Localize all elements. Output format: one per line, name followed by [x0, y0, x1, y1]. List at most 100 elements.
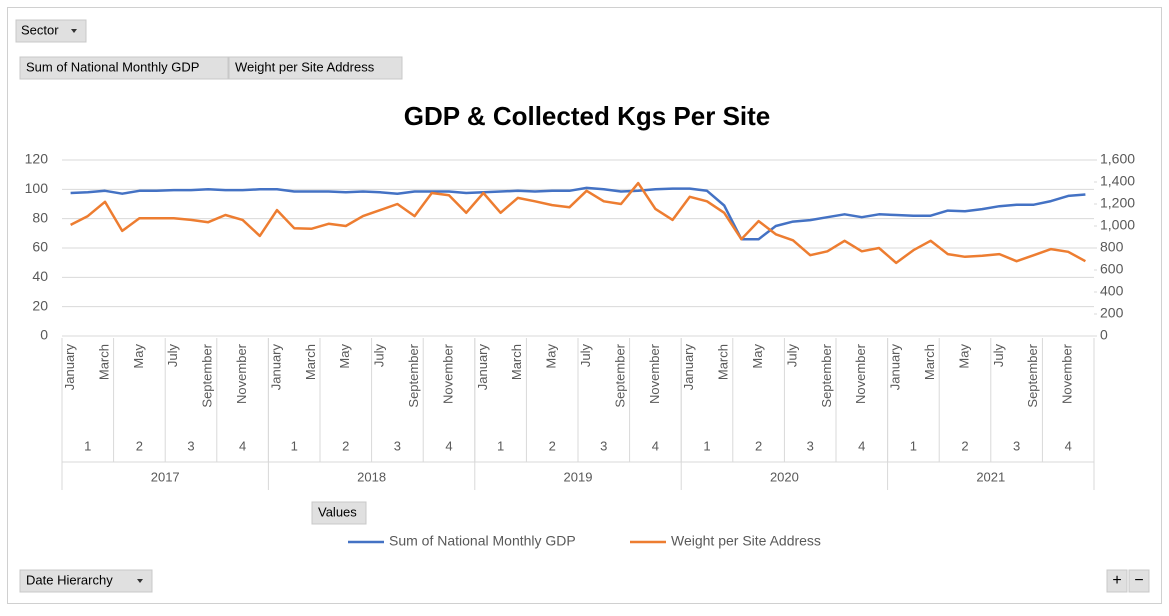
quarter-label: 4: [1065, 438, 1072, 453]
button-label: Sum of National Monthly GDP: [26, 59, 199, 74]
button-bg: [19, 56, 229, 80]
x-tick-label: July: [784, 344, 799, 368]
button-label: Sector: [21, 22, 59, 37]
legend-label: Weight per Site Address: [671, 533, 821, 549]
x-tick-label: March: [96, 344, 111, 380]
y-tick-label: 100: [25, 180, 49, 196]
quarter-label: 1: [910, 438, 917, 453]
dropdown-arrow: [137, 579, 143, 583]
y2-tick-label: 1,000: [1100, 217, 1135, 233]
quarter-label: 2: [342, 438, 349, 453]
x-tick-label: January: [62, 344, 77, 391]
quarter-label: 3: [394, 438, 401, 453]
quarter-label: 3: [600, 438, 607, 453]
y-tick-label: 20: [32, 297, 48, 313]
quarter-label: 4: [239, 438, 246, 453]
button-label: +: [1112, 572, 1121, 589]
x-tick-label: January: [268, 344, 283, 391]
button-bg: [15, 19, 87, 43]
year-label: 2019: [564, 469, 593, 484]
quarter-label: 3: [1013, 438, 1020, 453]
quarter-label: 3: [807, 438, 814, 453]
legend-label: Sum of National Monthly GDP: [389, 533, 576, 549]
button-label: Date Hierarchy: [26, 572, 113, 587]
quarter-label: 3: [187, 438, 194, 453]
date-hierarchy-button[interactable]: Date Hierarchy: [19, 569, 153, 593]
x-tick-label: March: [716, 344, 731, 380]
button-bg: [1106, 569, 1128, 593]
y-tick-label: 60: [32, 239, 48, 255]
x-tick-label: September: [819, 343, 834, 407]
quarter-label: 1: [291, 438, 298, 453]
x-tick-label: November: [1060, 343, 1075, 404]
quarter-label: 2: [755, 438, 762, 453]
y2-tick-label: 1,600: [1100, 151, 1135, 167]
year-label: 2021: [976, 469, 1005, 484]
quarter-label: 4: [445, 438, 452, 453]
x-tick-label: November: [234, 343, 249, 404]
x-tick-label: May: [544, 344, 559, 369]
y-tick-label: 80: [32, 209, 48, 225]
dropdown-arrow: [71, 29, 77, 33]
button-bg: [311, 501, 367, 525]
quarter-label: 2: [549, 438, 556, 453]
y2-tick-label: 600: [1100, 261, 1124, 277]
button-label: −: [1134, 572, 1143, 589]
x-tick-label: May: [131, 344, 146, 369]
y-tick-label: 40: [32, 268, 48, 284]
x-tick-label: September: [200, 343, 215, 407]
zoom-in-button[interactable]: +: [1106, 569, 1128, 593]
x-tick-label: September: [612, 343, 627, 407]
quarter-label: 1: [703, 438, 710, 453]
year-label: 2018: [357, 469, 386, 484]
y2-tick-label: 800: [1100, 239, 1124, 255]
value-field-button[interactable]: Sum of National Monthly GDP: [19, 56, 229, 80]
value-field-button[interactable]: Weight per Site Address: [228, 56, 403, 80]
x-tick-label: July: [372, 344, 387, 368]
button-label: Values: [318, 504, 357, 519]
series-line: [70, 181, 1086, 265]
x-tick-label: March: [922, 344, 937, 380]
quarter-label: 4: [652, 438, 659, 453]
chart-frame: [7, 7, 1162, 604]
y2-tick-label: 400: [1100, 283, 1124, 299]
y2-tick-label: 200: [1100, 305, 1124, 321]
year-label: 2017: [151, 469, 180, 484]
y2-tick-label: 1,200: [1100, 195, 1135, 211]
x-tick-label: September: [1025, 343, 1040, 407]
button-bg: [228, 56, 403, 80]
x-tick-label: May: [337, 344, 352, 369]
quarter-label: 2: [961, 438, 968, 453]
sector-button[interactable]: Sector: [15, 19, 87, 43]
x-tick-label: November: [440, 343, 455, 404]
quarter-label: 2: [136, 438, 143, 453]
x-tick-label: January: [681, 344, 696, 391]
x-tick-label: November: [647, 343, 662, 404]
x-tick-label: March: [509, 344, 524, 380]
button-bg: [1128, 569, 1150, 593]
x-tick-label: July: [991, 344, 1006, 368]
series-line: [70, 186, 1086, 241]
quarter-label: 4: [858, 438, 865, 453]
x-tick-label: July: [578, 344, 593, 368]
y-tick-label: 0: [40, 327, 48, 343]
y-tick-label: 120: [25, 151, 49, 167]
x-tick-label: January: [888, 344, 903, 391]
x-tick-label: September: [406, 343, 421, 407]
x-tick-label: July: [165, 344, 180, 368]
y2-tick-label: 1,400: [1100, 173, 1135, 189]
quarter-label: 1: [497, 438, 504, 453]
year-label: 2020: [770, 469, 799, 484]
x-tick-label: March: [303, 344, 318, 380]
y2-tick-label: 0: [1100, 327, 1108, 343]
button-bg: [19, 569, 153, 593]
values-button[interactable]: Values: [311, 501, 367, 525]
x-tick-label: November: [853, 343, 868, 404]
x-tick-label: May: [956, 344, 971, 369]
zoom-out-button[interactable]: −: [1128, 569, 1150, 593]
chart-title: GDP & Collected Kgs Per Site: [404, 101, 771, 131]
button-label: Weight per Site Address: [235, 59, 375, 74]
x-tick-label: January: [475, 344, 490, 391]
